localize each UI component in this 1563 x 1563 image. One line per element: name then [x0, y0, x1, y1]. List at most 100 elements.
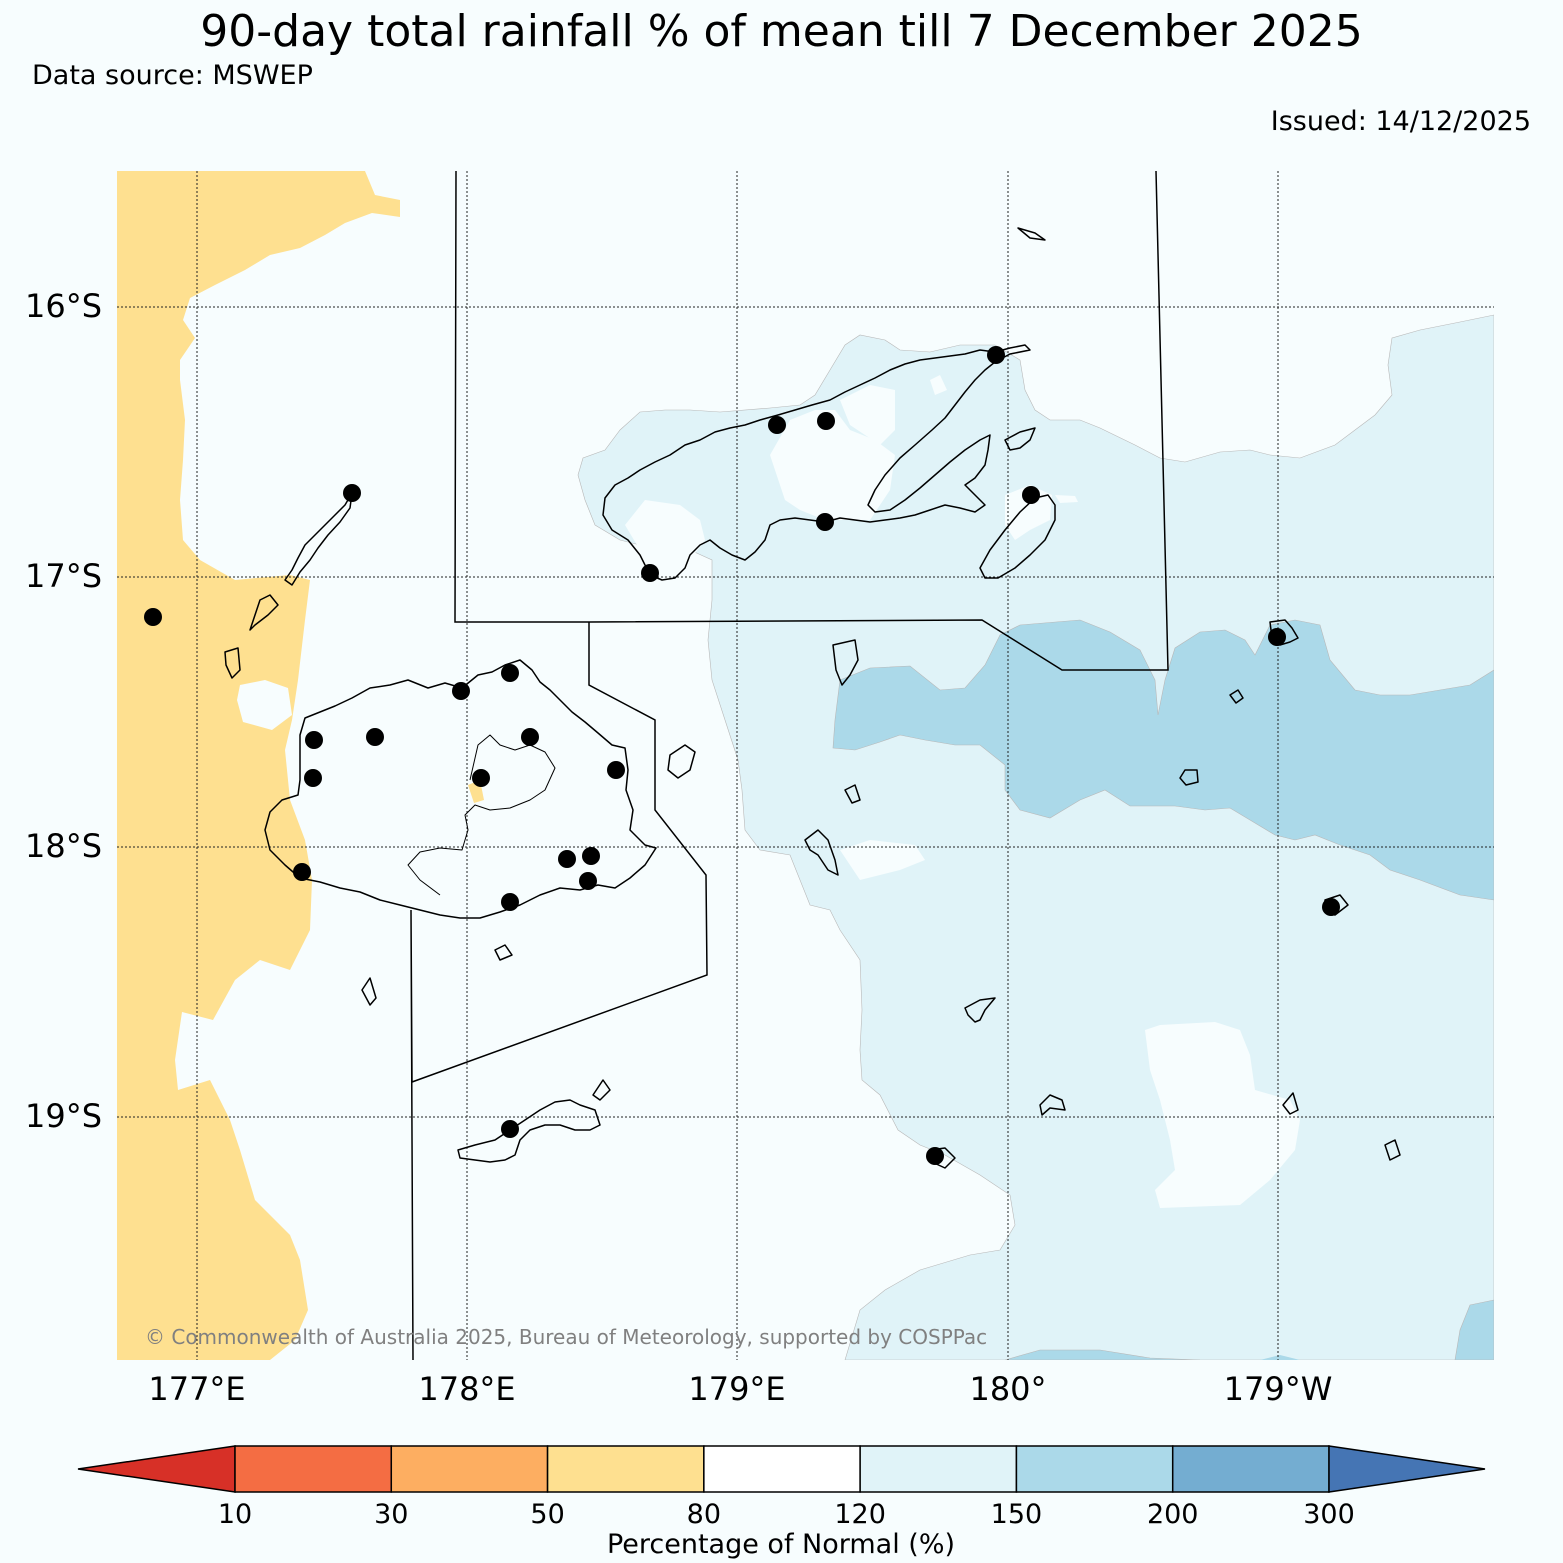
- station-marker: [1022, 486, 1040, 504]
- colorbar-tick-label: 10: [218, 1499, 252, 1530]
- normal-zone-hole-3: [625, 500, 705, 575]
- station-marker: [582, 847, 600, 865]
- island-small-20: [844, 784, 861, 804]
- normal-zone-hole-1: [237, 680, 292, 730]
- boundary-western-eastern: [410, 622, 708, 1361]
- colorbar-segment: [390, 1445, 549, 1493]
- station-marker: [501, 893, 519, 911]
- station-marker: [926, 1147, 944, 1165]
- normal-zone-hole-8: [840, 840, 925, 880]
- station-marker: [768, 416, 786, 434]
- map-title: 90-day total rainfall % of mean till 7 D…: [200, 6, 1363, 57]
- station-markers: [144, 346, 1340, 1165]
- normal-zone-hole-6: [840, 385, 895, 445]
- island-small-16: [494, 944, 513, 961]
- colorbar-segment: [234, 1445, 393, 1493]
- rainfall-zone-150-200-se: [1454, 1299, 1494, 1360]
- station-marker: [304, 769, 322, 787]
- colorbar-extend-low: [77, 1445, 236, 1493]
- colorbar-tick-label: 50: [530, 1499, 564, 1530]
- copyright-notice: © Commonwealth of Australia 2025, Bureau…: [145, 1325, 987, 1349]
- colorbar-segment: [703, 1445, 861, 1493]
- colorbar-segment: [546, 1445, 705, 1493]
- station-marker: [305, 731, 323, 749]
- colorbar-extend-high: [1328, 1445, 1486, 1493]
- normal-zone-hole-5: [783, 355, 825, 392]
- island-small-8: [1004, 427, 1036, 451]
- lon-label-179w: 179°W: [1224, 1370, 1333, 1408]
- island-small-15: [1017, 227, 1046, 241]
- island-small-7: [1039, 1094, 1066, 1116]
- station-marker: [1268, 628, 1286, 646]
- station-marker: [293, 863, 311, 881]
- normal-zone-hole-10: [1055, 495, 1078, 503]
- island-yasawa: [284, 492, 353, 586]
- colorbar-tick-label: 80: [687, 1499, 721, 1530]
- colorbar: 10 30 50 80 120 150 200 300: [77, 1445, 1486, 1530]
- station-marker: [501, 664, 519, 682]
- lat-label-16s: 16°S: [25, 287, 102, 325]
- colorbar-tick-label: 30: [374, 1499, 408, 1530]
- map-plot-area: [117, 171, 1494, 1360]
- lon-label-180: 180°: [969, 1370, 1046, 1408]
- admin-boundaries: [410, 170, 1169, 1361]
- island-viti-levu: [264, 659, 657, 919]
- island-taveuni: [979, 494, 1056, 579]
- interior-line: [407, 734, 556, 896]
- rainfall-zone-150-200-s: [1004, 1349, 1201, 1360]
- station-marker: [816, 513, 834, 531]
- station-marker: [607, 761, 625, 779]
- island-small-6: [964, 997, 996, 1023]
- normal-zone-hole-4: [770, 410, 895, 520]
- station-marker: [343, 484, 361, 502]
- lat-label-18s: 18°S: [25, 827, 102, 865]
- colorbar-segment: [1015, 1445, 1174, 1493]
- station-marker: [472, 769, 490, 787]
- graticule: [117, 171, 1494, 1360]
- station-marker: [817, 412, 835, 430]
- colorbar-segment: [1171, 1445, 1330, 1493]
- island-small-14: [1229, 689, 1244, 704]
- station-marker: [501, 1120, 519, 1138]
- station-marker: [521, 728, 539, 746]
- island-kadavu: [457, 1099, 601, 1163]
- rainfall-zone-150-200-s2: [1260, 1355, 1300, 1360]
- issued-date: Issued: 14/12/2025: [1270, 106, 1531, 137]
- station-marker: [579, 872, 597, 890]
- rainfall-zone-50-80: [117, 171, 400, 1360]
- island-small-13: [1179, 769, 1199, 786]
- colorbar-tick-label: 300: [1303, 1499, 1355, 1530]
- rainfall-zone-150-200: [832, 619, 1494, 901]
- normal-zone-hole-2: [1145, 1022, 1300, 1208]
- island-small-4: [667, 744, 696, 779]
- station-marker: [987, 346, 1005, 364]
- normal-zone-hole-9: [1005, 485, 1052, 540]
- colorbar-tick-label: 200: [1147, 1499, 1199, 1530]
- island-vanua-levu: [602, 344, 1031, 581]
- normal-zone-hole-7: [930, 375, 947, 395]
- station-marker: [641, 564, 659, 582]
- lon-label-179e: 179°E: [688, 1370, 785, 1408]
- colorbar-tick-label: 150: [991, 1499, 1043, 1530]
- colorbar-label: Percentage of Normal (%): [607, 1529, 955, 1560]
- island-small-1: [249, 594, 279, 631]
- colorbar-segment: [859, 1445, 1018, 1493]
- island-small-5: [804, 829, 839, 876]
- lat-label-19s: 19°S: [25, 1097, 102, 1135]
- station-marker: [452, 682, 470, 700]
- island-small-12: [1282, 1092, 1299, 1115]
- island-small-2: [224, 647, 241, 679]
- station-marker: [144, 608, 162, 626]
- island-small-19: [592, 1079, 611, 1101]
- coastlines: [224, 227, 1401, 1169]
- station-marker: [558, 850, 576, 868]
- island-small-18: [1384, 1139, 1401, 1161]
- colorbar-tick-label: 120: [834, 1499, 886, 1530]
- boundary-northern: [454, 170, 1169, 671]
- island-small-3: [832, 639, 859, 686]
- lon-label-178e: 178°E: [418, 1370, 515, 1408]
- station-marker: [366, 728, 384, 746]
- island-small-17: [361, 977, 377, 1006]
- data-source: Data source: MSWEP: [32, 60, 313, 91]
